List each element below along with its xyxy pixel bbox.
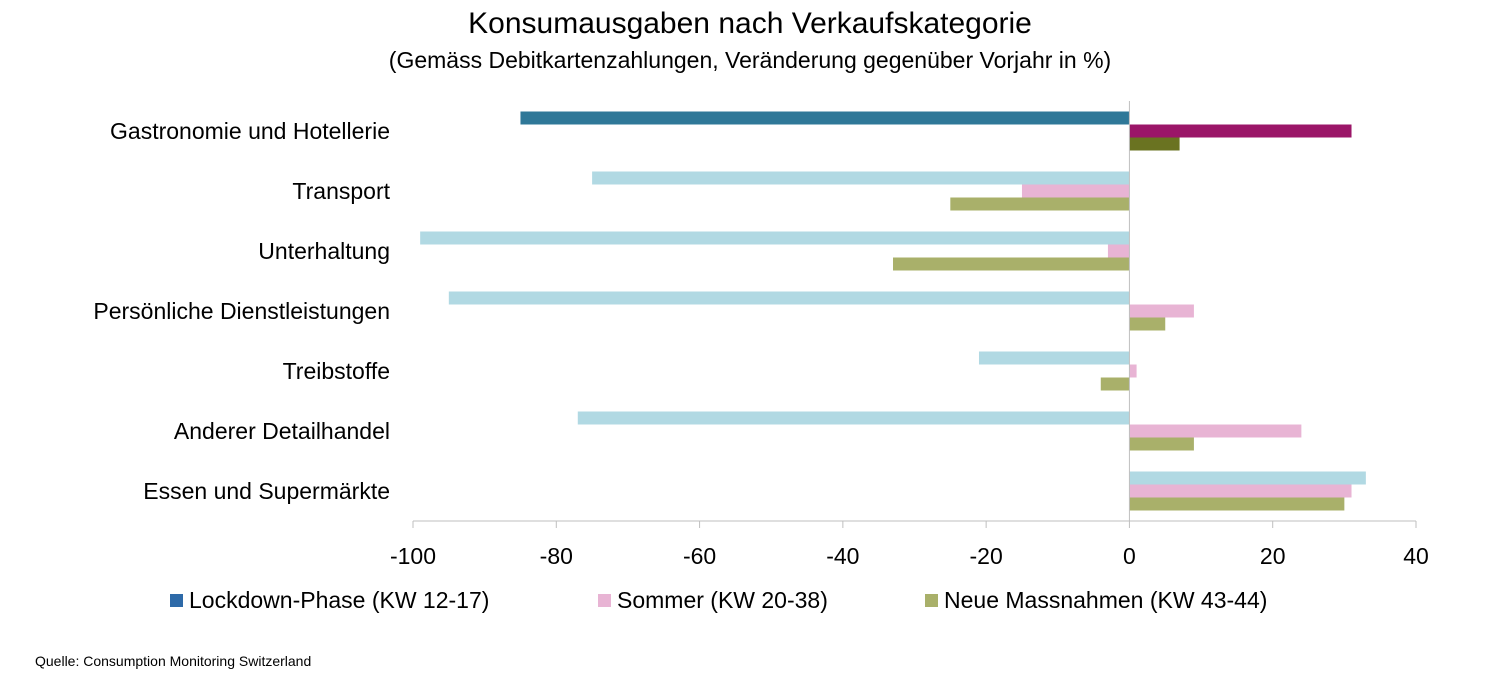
bar-transport-lockdown-phase-kw-12-17 (592, 171, 1130, 185)
legend-item-neue-massnahmen: Neue Massnahmen (KW 43-44) (925, 585, 1267, 615)
bar-unterhaltung-neue-massnahmen-kw-43-44 (893, 257, 1130, 271)
x-tick-label: -20 (970, 543, 1003, 569)
category-label: Anderer Detailhandel (174, 418, 390, 444)
category-label: Transport (292, 178, 390, 204)
legend: Lockdown-Phase (KW 12-17) Sommer (KW 20-… (0, 585, 1500, 617)
bar-gastronomie-und-hotellerie-lockdown-phase-kw-12-17 (520, 111, 1130, 125)
bar-pers-nliche-dienstleistungen-sommer-kw-20-38 (1129, 304, 1194, 318)
x-tick-label: 0 (1123, 543, 1136, 569)
chart-title: Konsumausgaben nach Verkaufskategorie (468, 7, 1032, 40)
legend-label-lockdown: Lockdown-Phase (KW 12-17) (189, 587, 490, 613)
chart-subtitle: (Gemäss Debitkartenzahlungen, Veränderun… (388, 47, 1112, 73)
legend-swatch-lockdown (170, 593, 183, 607)
bar-gastronomie-und-hotellerie-neue-massnahmen-kw-43-44 (1129, 137, 1180, 151)
bar-unterhaltung-sommer-kw-20-38 (1107, 244, 1130, 258)
category-label: Gastronomie und Hotellerie (110, 118, 390, 144)
x-tick-label: -80 (540, 543, 573, 569)
category-label: Essen und Supermärkte (143, 478, 390, 504)
bar-treibstoffe-lockdown-phase-kw-12-17 (978, 351, 1130, 365)
bar-gastronomie-und-hotellerie-sommer-kw-20-38 (1129, 124, 1352, 138)
bar-unterhaltung-lockdown-phase-kw-12-17 (420, 231, 1130, 245)
source-note: Quelle: Consumption Monitoring Switzerla… (35, 653, 312, 669)
x-tick-label: -100 (390, 543, 436, 569)
x-tick-label: -40 (826, 543, 859, 569)
category-label: Persönliche Dienstleistungen (93, 298, 390, 324)
x-tick-label: 20 (1260, 543, 1286, 569)
bar-anderer-detailhandel-lockdown-phase-kw-12-17 (577, 411, 1130, 425)
x-tick-label: 40 (1403, 543, 1429, 569)
bar-anderer-detailhandel-sommer-kw-20-38 (1129, 424, 1302, 438)
bar-essen-und-superm-rkte-neue-massnahmen-kw-43-44 (1129, 497, 1345, 511)
legend-item-lockdown: Lockdown-Phase (KW 12-17) (170, 585, 489, 615)
bar-transport-sommer-kw-20-38 (1021, 184, 1130, 198)
bar-pers-nliche-dienstleistungen-neue-massnahmen-kw-43-44 (1129, 317, 1166, 331)
bar-treibstoffe-sommer-kw-20-38 (1129, 364, 1137, 378)
x-tick-label: -60 (683, 543, 716, 569)
bar-treibstoffe-neue-massnahmen-kw-43-44 (1100, 377, 1130, 391)
legend-swatch-sommer (598, 593, 611, 607)
legend-label-neue-massnahmen: Neue Massnahmen (KW 43-44) (944, 587, 1268, 613)
bar-anderer-detailhandel-neue-massnahmen-kw-43-44 (1129, 437, 1194, 451)
legend-swatch-neue-massnahmen (925, 593, 938, 607)
legend-label-sommer: Sommer (KW 20-38) (617, 587, 828, 613)
legend-item-sommer: Sommer (KW 20-38) (598, 585, 828, 615)
bar-transport-neue-massnahmen-kw-43-44 (950, 197, 1130, 211)
bar-essen-und-superm-rkte-sommer-kw-20-38 (1129, 484, 1352, 498)
category-label: Treibstoffe (283, 358, 390, 384)
bar-pers-nliche-dienstleistungen-lockdown-phase-kw-12-17 (448, 291, 1130, 305)
category-label: Unterhaltung (258, 238, 390, 264)
bar-essen-und-superm-rkte-lockdown-phase-kw-12-17 (1129, 471, 1366, 485)
